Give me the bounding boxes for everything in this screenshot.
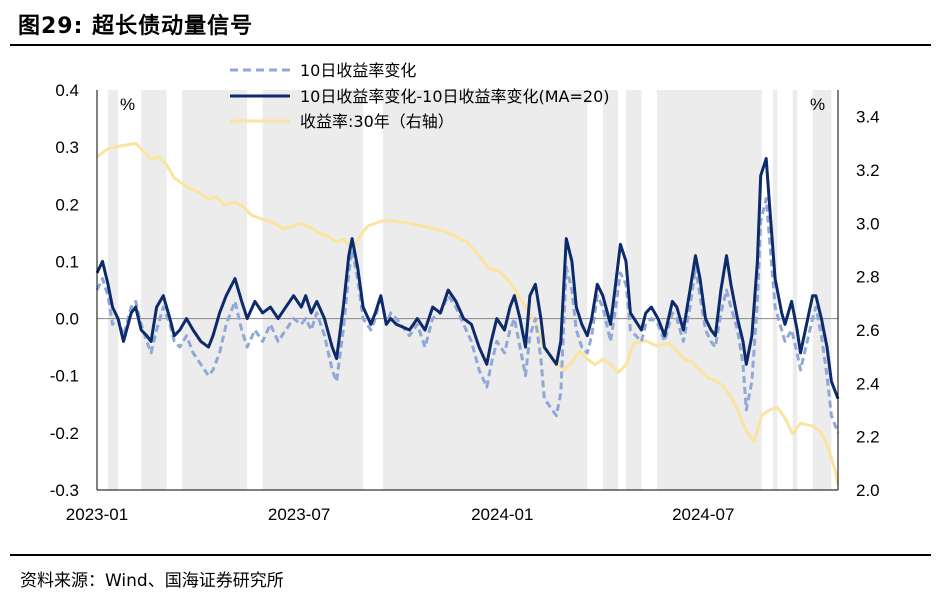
shaded-period [772,90,778,490]
shaded-period [625,90,642,490]
right-tick-label: 3.0 [856,214,880,233]
right-tick-label: 2.0 [856,481,880,500]
x-tick-label: 2024-07 [672,505,734,524]
shaded-period [141,90,167,490]
shaded-period [812,90,832,490]
series-10d-change-line [95,197,840,434]
left-tick-label: 0.0 [55,310,79,329]
left-tick-label: 0.2 [55,195,79,214]
left-tick-label: 0.1 [55,252,79,271]
right-tick-label: 2.4 [856,374,880,393]
source-note: 资料来源：Wind、国海证券研究所 [20,571,284,591]
left-tick-label: 0.3 [55,138,79,157]
top-rule [10,44,931,46]
legend-label: 收益率:30年（右轴） [300,112,454,131]
left-axis-unit: % [120,95,135,114]
shaded-periods [108,90,832,490]
right-tick-label: 2.8 [856,268,880,287]
legend-label: 10日收益率变化-10日收益率变化(MA=20) [300,87,610,106]
shaded-period [108,90,118,490]
bottom-rule [10,554,931,556]
figure-title: 图29: 超长债动量信号 [18,14,254,39]
left-tick-label: -0.1 [50,367,79,386]
shaded-period [602,90,619,490]
right-tick-label: 2.6 [856,321,880,340]
legend: 10日收益率变化 10日收益率变化-10日收益率变化(MA=20) 收益率:30年（… [230,61,610,131]
legend-label: 10日收益率变化 [300,61,416,80]
right-tick-label: 2.2 [856,428,880,447]
series-30y-yield-line [96,141,840,486]
shaded-period [792,90,798,490]
series-layer [95,141,840,486]
left-tick-label: 0.4 [55,81,79,100]
right-axis-unit: % [810,95,825,114]
right-tick-label: 3.4 [856,108,880,127]
right-tick-label: 3.2 [856,161,880,180]
x-tick-label: 2023-01 [66,505,128,524]
x-tick-label: 2024-01 [471,505,533,524]
axes-layer: -0.3 -0.2 -0.1 0.0 0.1 0.2 0.3 0.4 2.0 2.2 2.4 2.6 2… [50,81,880,524]
chart-canvas: -0.3 -0.2 -0.1 0.0 0.1 0.2 0.3 0.4 2.0 2.2 2.4 2.6 2… [50,61,880,524]
shaded-period [383,90,588,490]
series-momentum-signal-line [95,157,840,400]
left-tick-label: -0.3 [50,481,79,500]
x-tick-label: 2023-07 [268,505,330,524]
left-tick-label: -0.2 [50,424,79,443]
shaded-period [182,90,248,490]
